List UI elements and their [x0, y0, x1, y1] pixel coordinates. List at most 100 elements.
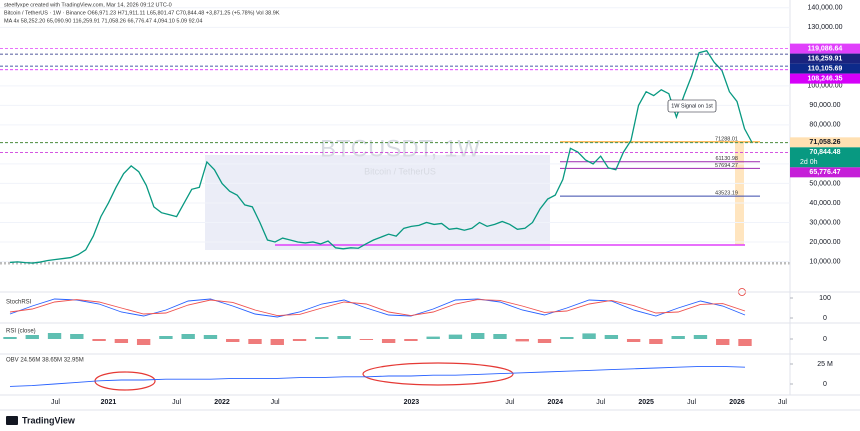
- countdown: 2d 0h: [800, 159, 818, 166]
- bar: [582, 333, 596, 339]
- bar: [716, 339, 730, 345]
- bar: [181, 334, 195, 339]
- price-label-box: [790, 147, 860, 168]
- series-line: [9, 365, 746, 387]
- pane-title: RSI (close): [6, 329, 36, 335]
- price-label: 70,844.48: [809, 149, 840, 156]
- price-label: 116,259.91: [808, 55, 843, 62]
- series-line: [9, 298, 746, 318]
- bar: [404, 339, 418, 341]
- price-label-box: [790, 43, 860, 54]
- x-tick-label: Jul: [271, 399, 280, 406]
- price-label-box: [790, 63, 860, 74]
- series-line: [9, 299, 746, 317]
- y-tick-label: 140,000.00: [807, 5, 842, 12]
- bar: [270, 339, 284, 345]
- price-label: 71,058.26: [809, 139, 840, 146]
- y-tick-label: 50,000.00: [809, 180, 840, 187]
- x-tick-label: 2021: [101, 399, 117, 406]
- bar: [136, 339, 151, 345]
- price-line-label: 61130.98: [715, 156, 738, 162]
- bar: [159, 336, 173, 339]
- y-tick-label: 100: [819, 295, 831, 302]
- footer-logo: TradingView: [22, 415, 76, 425]
- x-tick-label: 2022: [214, 399, 230, 406]
- y-tick-label: 10,000.00: [809, 258, 840, 265]
- bar: [226, 339, 240, 342]
- bar: [359, 339, 374, 340]
- y-tick-label: 130,000.00: [807, 24, 842, 31]
- price-label-box: [790, 53, 860, 64]
- x-tick-label: 2026: [729, 399, 745, 406]
- y-tick-label: 25 M: [817, 361, 833, 368]
- bar: [649, 339, 663, 344]
- series-line: [9, 49, 753, 264]
- annotation: 1W Signal on 1st: [671, 103, 713, 109]
- bar: [337, 336, 351, 339]
- y-tick-label: 80,000.00: [809, 122, 840, 129]
- ma-line: MA 4x 58,252.20 65,090.90 116,259.91 71,…: [4, 18, 202, 24]
- bar: [626, 339, 641, 342]
- bar: [248, 339, 262, 344]
- x-tick-label: 2024: [547, 399, 563, 406]
- pane-title: OBV 24.56M 38.65M 32.95M: [6, 358, 84, 364]
- bar: [515, 339, 529, 342]
- x-tick-label: 2023: [404, 399, 420, 406]
- bar: [448, 334, 463, 339]
- symbol-line: Bitcoin / TetherUS · 1W · Binance O66,97…: [4, 10, 280, 16]
- x-tick-label: Jul: [596, 399, 605, 406]
- price-label: 119,086.64: [808, 45, 843, 52]
- y-tick-label: 0: [823, 336, 827, 343]
- bar: [70, 334, 84, 339]
- price-label: 65,776.47: [809, 169, 840, 176]
- x-tick-label: Jul: [778, 399, 787, 406]
- watermark-symbol: BTCUSDT, 1W: [320, 135, 480, 162]
- y-tick-label: 40,000.00: [809, 200, 840, 207]
- x-tick-label: Jul: [51, 399, 60, 406]
- bar: [537, 339, 552, 343]
- highlight-circle: [362, 362, 514, 386]
- bar: [738, 339, 752, 346]
- price-label-box: [790, 167, 860, 178]
- bar: [693, 335, 708, 339]
- price-label: 110,105.69: [808, 65, 843, 72]
- watermark-name: Bitcoin / TetherUS: [364, 166, 436, 176]
- x-tick-label: Jul: [172, 399, 181, 406]
- price-line-label: 57694.27: [715, 163, 738, 169]
- bar: [471, 333, 485, 339]
- bar: [47, 333, 62, 339]
- x-tick-label: Jul: [505, 399, 514, 406]
- bar: [92, 339, 106, 341]
- y-tick-label: 30,000.00: [809, 219, 840, 226]
- price-line-label: 43523.19: [715, 191, 738, 197]
- y-tick-label: 0: [823, 315, 827, 322]
- y-tick-label: 0: [823, 381, 827, 388]
- bar: [25, 335, 39, 339]
- x-tick-label: 2025: [638, 399, 654, 406]
- x-tick-label: Jul: [687, 399, 696, 406]
- logo-mark: [6, 416, 18, 425]
- bar: [315, 337, 329, 339]
- bar: [560, 337, 574, 339]
- y-tick-label: 20,000.00: [809, 239, 840, 246]
- y-tick-label: 100,000.00: [807, 83, 842, 90]
- y-tick-label: 90,000.00: [809, 102, 840, 109]
- bar: [426, 336, 440, 339]
- pane-title: StochRSI: [6, 300, 32, 306]
- annotation-box: [667, 99, 717, 113]
- bar: [114, 339, 129, 343]
- bar: [671, 336, 685, 339]
- price-label: 108,246.35: [807, 75, 842, 82]
- bar: [493, 334, 507, 339]
- bar: [604, 335, 619, 339]
- bar: [292, 339, 307, 341]
- zone-box: [735, 142, 744, 245]
- price-label-box: [790, 73, 860, 84]
- price-line-label: 71288.01: [715, 136, 738, 142]
- bar: [381, 339, 396, 343]
- bar: [3, 337, 17, 339]
- price-label-box: [790, 137, 860, 148]
